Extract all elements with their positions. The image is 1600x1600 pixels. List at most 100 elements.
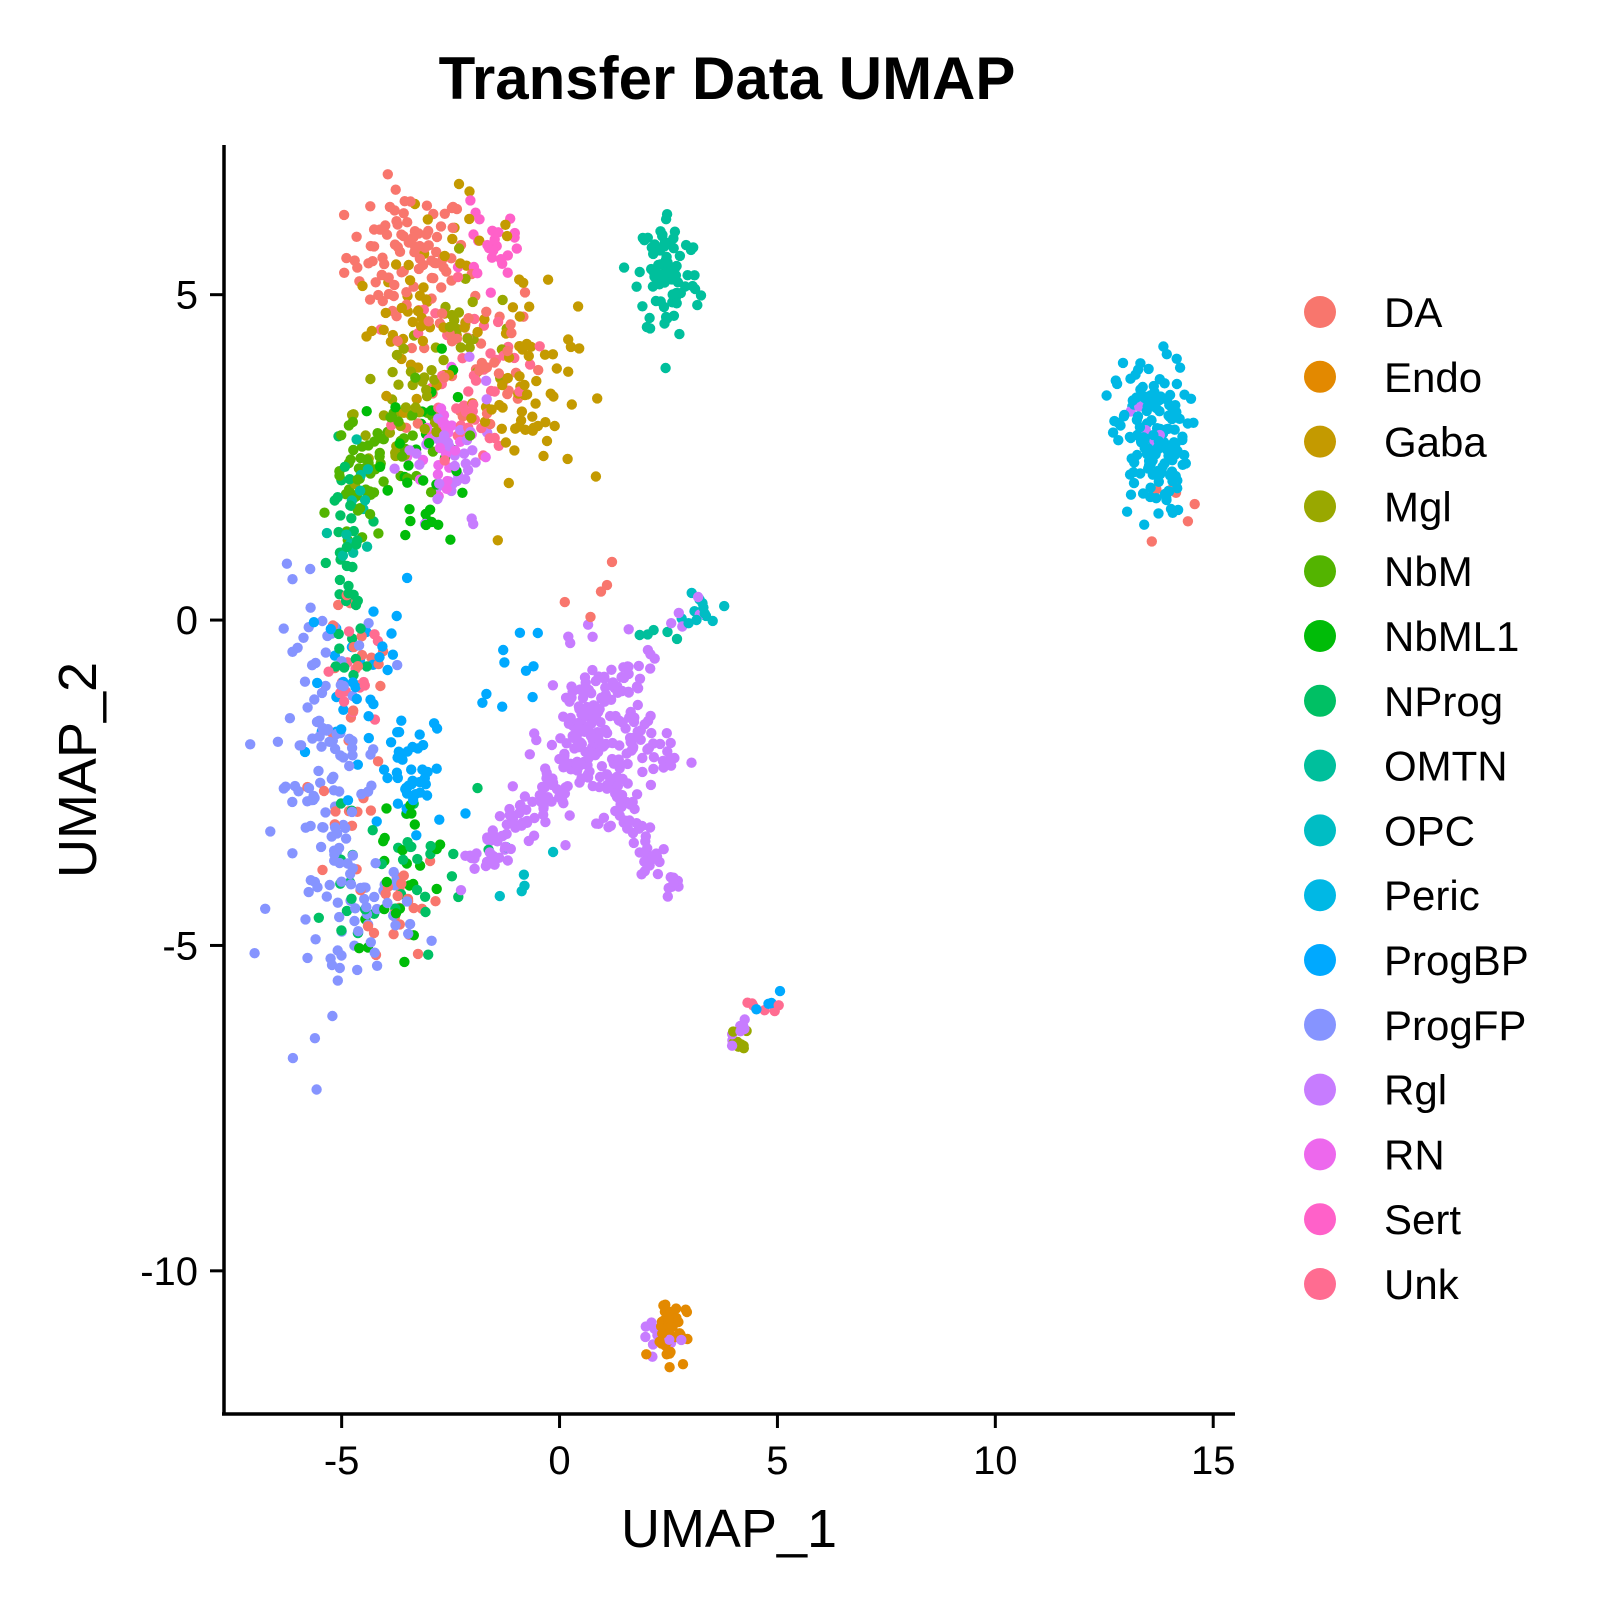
point-da (341, 252, 352, 264)
point-rgl (639, 856, 650, 867)
point-progbp (382, 664, 393, 676)
legend-label-opc: OPC (1384, 807, 1475, 854)
point-rgl (576, 709, 587, 720)
legend-swatch-nbm (1304, 555, 1336, 588)
point-nbm (378, 476, 389, 487)
point-gaba (378, 324, 389, 336)
point-nbml1 (390, 908, 402, 919)
x-tick-label: 0 (548, 1439, 570, 1483)
point-omtn (644, 323, 656, 334)
point-nbml1 (424, 504, 436, 515)
point-da (447, 201, 459, 213)
point-unk (484, 433, 495, 444)
point-rgl (500, 841, 511, 852)
point-nbm (352, 474, 363, 485)
point-sert (472, 268, 483, 279)
legend-label-progfp: ProgFP (1384, 1002, 1526, 1049)
point-rgl (432, 493, 443, 505)
point-unk (492, 316, 504, 328)
point-progfp (317, 822, 328, 833)
point-da (375, 680, 386, 692)
point-progbp (386, 628, 397, 639)
point-da (365, 201, 376, 212)
point-da (365, 240, 376, 252)
point-da (384, 201, 396, 213)
point-nprog (420, 906, 431, 918)
point-omtn (655, 296, 666, 307)
point-rgl (467, 445, 478, 456)
point-peric (1148, 429, 1159, 441)
point-rgl (519, 791, 531, 802)
point-omtn (671, 298, 682, 309)
point-progfp (335, 679, 346, 691)
point-da (338, 209, 350, 221)
point-progbp (481, 688, 492, 700)
point-peric (1132, 364, 1144, 375)
x-tick-label: -5 (324, 1439, 360, 1483)
point-da (431, 231, 443, 243)
point-rgl (595, 717, 606, 728)
legend-swatch-gaba (1304, 425, 1336, 458)
point-progbp (407, 794, 419, 806)
point-progfp (346, 806, 358, 818)
point-rgl (631, 681, 643, 692)
point-progfp (369, 891, 380, 903)
point-rn (434, 442, 446, 454)
point-progbp (407, 741, 418, 753)
point-rn (442, 475, 453, 487)
point-rgl (640, 836, 651, 847)
legend-label-endo: Endo (1384, 354, 1482, 401)
point-progbp (368, 606, 379, 617)
point-peric (1115, 420, 1126, 431)
point-gaba (464, 213, 475, 225)
point-nprog (351, 539, 362, 550)
legend-label-da: DA (1384, 289, 1442, 336)
point-peric (1169, 424, 1180, 435)
point-nbml1 (399, 956, 410, 968)
point-progfp (334, 962, 345, 974)
point-rgl (590, 750, 601, 761)
point-rgl (635, 734, 646, 745)
point-da (1146, 536, 1158, 547)
point-mgl (444, 321, 456, 333)
point-rgl (616, 801, 627, 813)
point-progfp (326, 831, 337, 842)
point-peric (1128, 477, 1140, 489)
point-gaba (415, 321, 427, 332)
point-peric (1180, 458, 1192, 469)
point-nbml1 (405, 515, 416, 527)
point-progbp (363, 732, 374, 744)
point-progfp (347, 850, 359, 861)
point-endo (670, 1303, 682, 1314)
point-rgl (594, 771, 606, 783)
point-da (408, 902, 419, 914)
point-sert (502, 267, 513, 278)
point-rgl (634, 673, 646, 684)
point-omtn (682, 270, 693, 281)
point-nprog (339, 461, 351, 472)
point-nprog (343, 588, 354, 599)
point-nbml1 (394, 438, 405, 449)
point-nprog (425, 840, 436, 852)
point-nbm (364, 509, 376, 520)
legend-swatch-rgl (1304, 1073, 1336, 1106)
point-progbp (382, 772, 393, 784)
point-peric (1119, 409, 1130, 421)
point-nprog (347, 561, 358, 573)
x-axis-label: UMAP_1 (621, 1499, 837, 1559)
point-gaba (497, 402, 508, 413)
point-gaba (453, 178, 465, 190)
point-rgl (610, 710, 621, 722)
point-peric (1153, 508, 1164, 519)
point-progbp (401, 782, 412, 793)
point-peric (1154, 406, 1165, 417)
point-da (505, 319, 516, 330)
point-omtn (355, 485, 366, 496)
point-rgl (389, 463, 400, 474)
point-progfp (303, 886, 314, 898)
point-peric (1143, 363, 1154, 375)
point-progbp (374, 652, 385, 663)
point-progbp (347, 677, 359, 688)
point-progfp (310, 934, 321, 945)
point-progbp (385, 737, 397, 748)
